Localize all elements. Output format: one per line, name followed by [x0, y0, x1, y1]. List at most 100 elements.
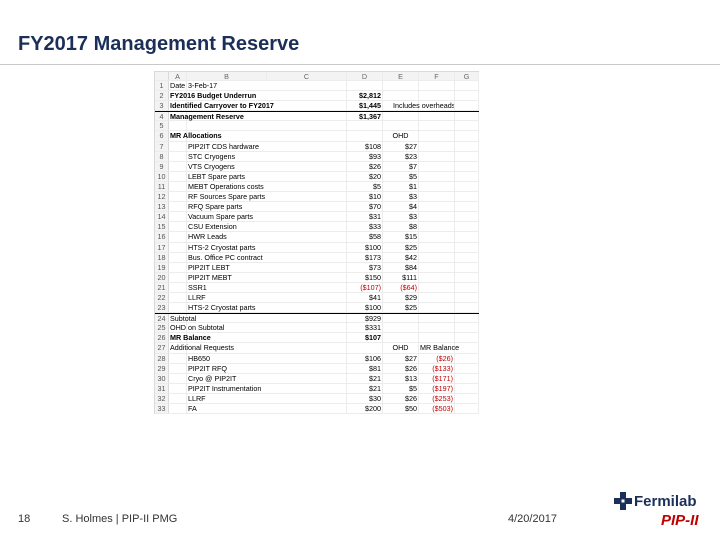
cell-f	[419, 121, 455, 131]
cell-e: $5	[383, 171, 419, 181]
cell-e: $5	[383, 383, 419, 393]
cell-e: $26	[383, 393, 419, 403]
cell-g	[455, 222, 479, 232]
sheet-row: 21 SSR1 ($107) ($64)	[155, 282, 479, 293]
cell-a	[169, 141, 187, 151]
cell-a	[169, 161, 187, 171]
sheet-row: 16 HWR Leads $58 $15	[155, 232, 479, 243]
cell-b	[187, 323, 347, 333]
sheet-row: 3 Identified Carryover to FY2017 $1,445 Inc…	[155, 101, 479, 112]
cell-a	[169, 222, 187, 232]
cell-e: $25	[383, 303, 419, 313]
cell-a	[169, 202, 187, 212]
cell-b: 3-Feb-17	[187, 81, 347, 91]
sheet-row: 13 RFQ Spare parts $70 $4	[155, 202, 479, 213]
cell-d: $5	[347, 181, 383, 192]
cell-f: ($503)	[419, 404, 455, 414]
cell-e: OHD	[383, 343, 419, 353]
cell-a	[169, 151, 187, 161]
row-number: 25	[155, 323, 169, 333]
cell-g	[455, 404, 479, 414]
cell-e	[383, 91, 419, 101]
cell-a: Date	[170, 81, 187, 91]
cell-a	[169, 262, 187, 272]
cell-g	[455, 192, 479, 202]
cell-f	[419, 262, 455, 272]
cell-d: $41	[347, 292, 383, 303]
cell-b: PIP2IT LEBT	[187, 262, 347, 272]
cell-a: Additional Requests	[170, 343, 234, 353]
cell-g	[455, 393, 479, 403]
cell-e: OHD	[383, 131, 419, 141]
cell-f	[419, 323, 455, 333]
col-header-c: C	[267, 72, 347, 80]
corner-cell	[155, 72, 169, 80]
cell-e	[383, 333, 419, 343]
cell-f: ($253)	[419, 393, 455, 403]
cell-a	[169, 363, 187, 373]
cell-f	[419, 212, 455, 222]
sheet-row: 11 MEBT Operations costs $5 $1	[155, 181, 479, 193]
cell-a	[169, 303, 187, 313]
sheet-row: 20 PIP2IT MEBT $150 $111	[155, 272, 479, 283]
cell-e: $50	[383, 404, 419, 414]
cell-d: $21	[347, 383, 383, 393]
cell-e: $84	[383, 262, 419, 272]
cell-d: $30	[347, 393, 383, 403]
sheet-row: 30 Cryo @ PIP2IT $21 $13 ($171)	[155, 373, 479, 384]
cell-e: $25	[383, 242, 419, 252]
row-number: 12	[155, 192, 169, 202]
sheet-row: 15 CSU Extension $33 $8	[155, 222, 479, 233]
cell-b: PIP2IT MEBT	[187, 272, 347, 282]
cell-f	[419, 282, 455, 292]
cell-a: Subtotal	[170, 314, 197, 324]
sheet-row: 14 Vacuum Spare parts $31 $3	[155, 212, 479, 223]
cell-f	[419, 101, 455, 111]
cell-g	[455, 353, 479, 363]
cell-d: $1,367	[347, 112, 383, 121]
sheet-row: 22 LLRF $41 $29	[155, 292, 479, 304]
cell-b: PIP2IT Instrumentation	[187, 383, 347, 393]
cell-a	[169, 171, 187, 181]
cell-e: $27	[383, 141, 419, 151]
cell-b	[187, 131, 347, 141]
sheet-row: 1 Date 3-Feb-17	[155, 81, 479, 92]
cell-b: LEBT Spare parts	[187, 171, 347, 181]
cell-d: $33	[347, 222, 383, 232]
row-number: 24	[155, 314, 169, 323]
cell-d: $81	[347, 363, 383, 373]
fermilab-mark-icon	[614, 492, 632, 510]
cell-a	[169, 373, 187, 383]
row-number: 11	[155, 181, 169, 192]
sheet-row: 2 FY2016 Budget Underrun $2,812	[155, 91, 479, 102]
cell-a: MR Balance	[170, 333, 211, 343]
cell-g	[455, 151, 479, 161]
cell-a: FY2016 Budget Underrun	[170, 91, 257, 101]
cell-f	[419, 141, 455, 151]
sheet-row: 8 STC Cryogens $93 $23	[155, 151, 479, 162]
cell-e: $3	[383, 212, 419, 222]
cell-b	[187, 314, 347, 323]
cell-f: MR Balance	[420, 343, 460, 353]
cell-d: $26	[347, 161, 383, 171]
cell-g	[455, 101, 479, 111]
cell-g	[455, 323, 479, 333]
cell-b	[187, 343, 347, 353]
cell-d: $331	[347, 323, 383, 333]
cell-b: FA	[187, 404, 347, 414]
row-number: 8	[155, 151, 169, 161]
row-number: 28	[155, 353, 169, 363]
cell-g	[455, 262, 479, 272]
cell-e: $27	[383, 353, 419, 363]
row-number: 1	[155, 81, 169, 91]
row-number: 32	[155, 393, 169, 403]
row-number: 6	[155, 131, 169, 141]
cell-b: Vacuum Spare parts	[187, 212, 347, 222]
cell-e: $15	[383, 232, 419, 242]
footer-date: 4/20/2017	[508, 513, 557, 525]
cell-a	[169, 404, 187, 414]
cell-g	[455, 363, 479, 373]
cell-d: ($107)	[347, 282, 383, 292]
row-number: 33	[155, 404, 169, 414]
cell-d: $73	[347, 262, 383, 272]
